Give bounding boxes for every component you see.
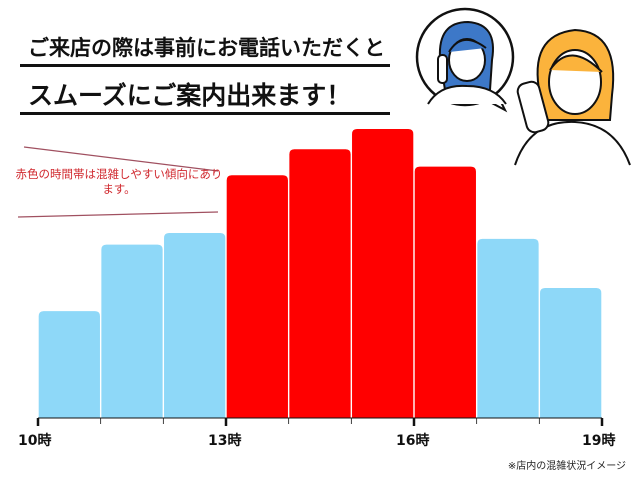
busy-note: 赤色の時間帯は混雑しやすい傾向にあります。 bbox=[15, 167, 223, 196]
bar-10時 bbox=[38, 311, 100, 418]
note-line-bottom bbox=[17, 211, 219, 218]
chart-caption: ※店内の混雑状況イメージ bbox=[507, 461, 626, 472]
bar-12時 bbox=[164, 233, 226, 418]
headline-underline bbox=[20, 64, 390, 67]
tick-label: 10時 bbox=[18, 433, 52, 449]
staff-illustration-icon bbox=[415, 7, 515, 113]
tick-label: 16時 bbox=[396, 433, 430, 449]
bar-17時 bbox=[477, 238, 539, 418]
headline-underline bbox=[20, 112, 390, 115]
bar-16時 bbox=[414, 166, 476, 418]
headline-line2: スムーズにご案内出来ます！ bbox=[28, 81, 352, 110]
note-line-top bbox=[23, 146, 219, 172]
tick-label: 13時 bbox=[208, 433, 242, 449]
bar-11時 bbox=[101, 244, 163, 418]
customer-illustration-icon bbox=[514, 28, 631, 166]
tick-label: 19時 bbox=[582, 433, 616, 449]
bar-14時 bbox=[289, 149, 351, 419]
bar-13時 bbox=[226, 175, 288, 418]
bar-18時 bbox=[540, 287, 602, 418]
headline-line1: ご来店の際は事前にお電話いただくと bbox=[28, 36, 385, 60]
bar-15時 bbox=[352, 129, 414, 418]
